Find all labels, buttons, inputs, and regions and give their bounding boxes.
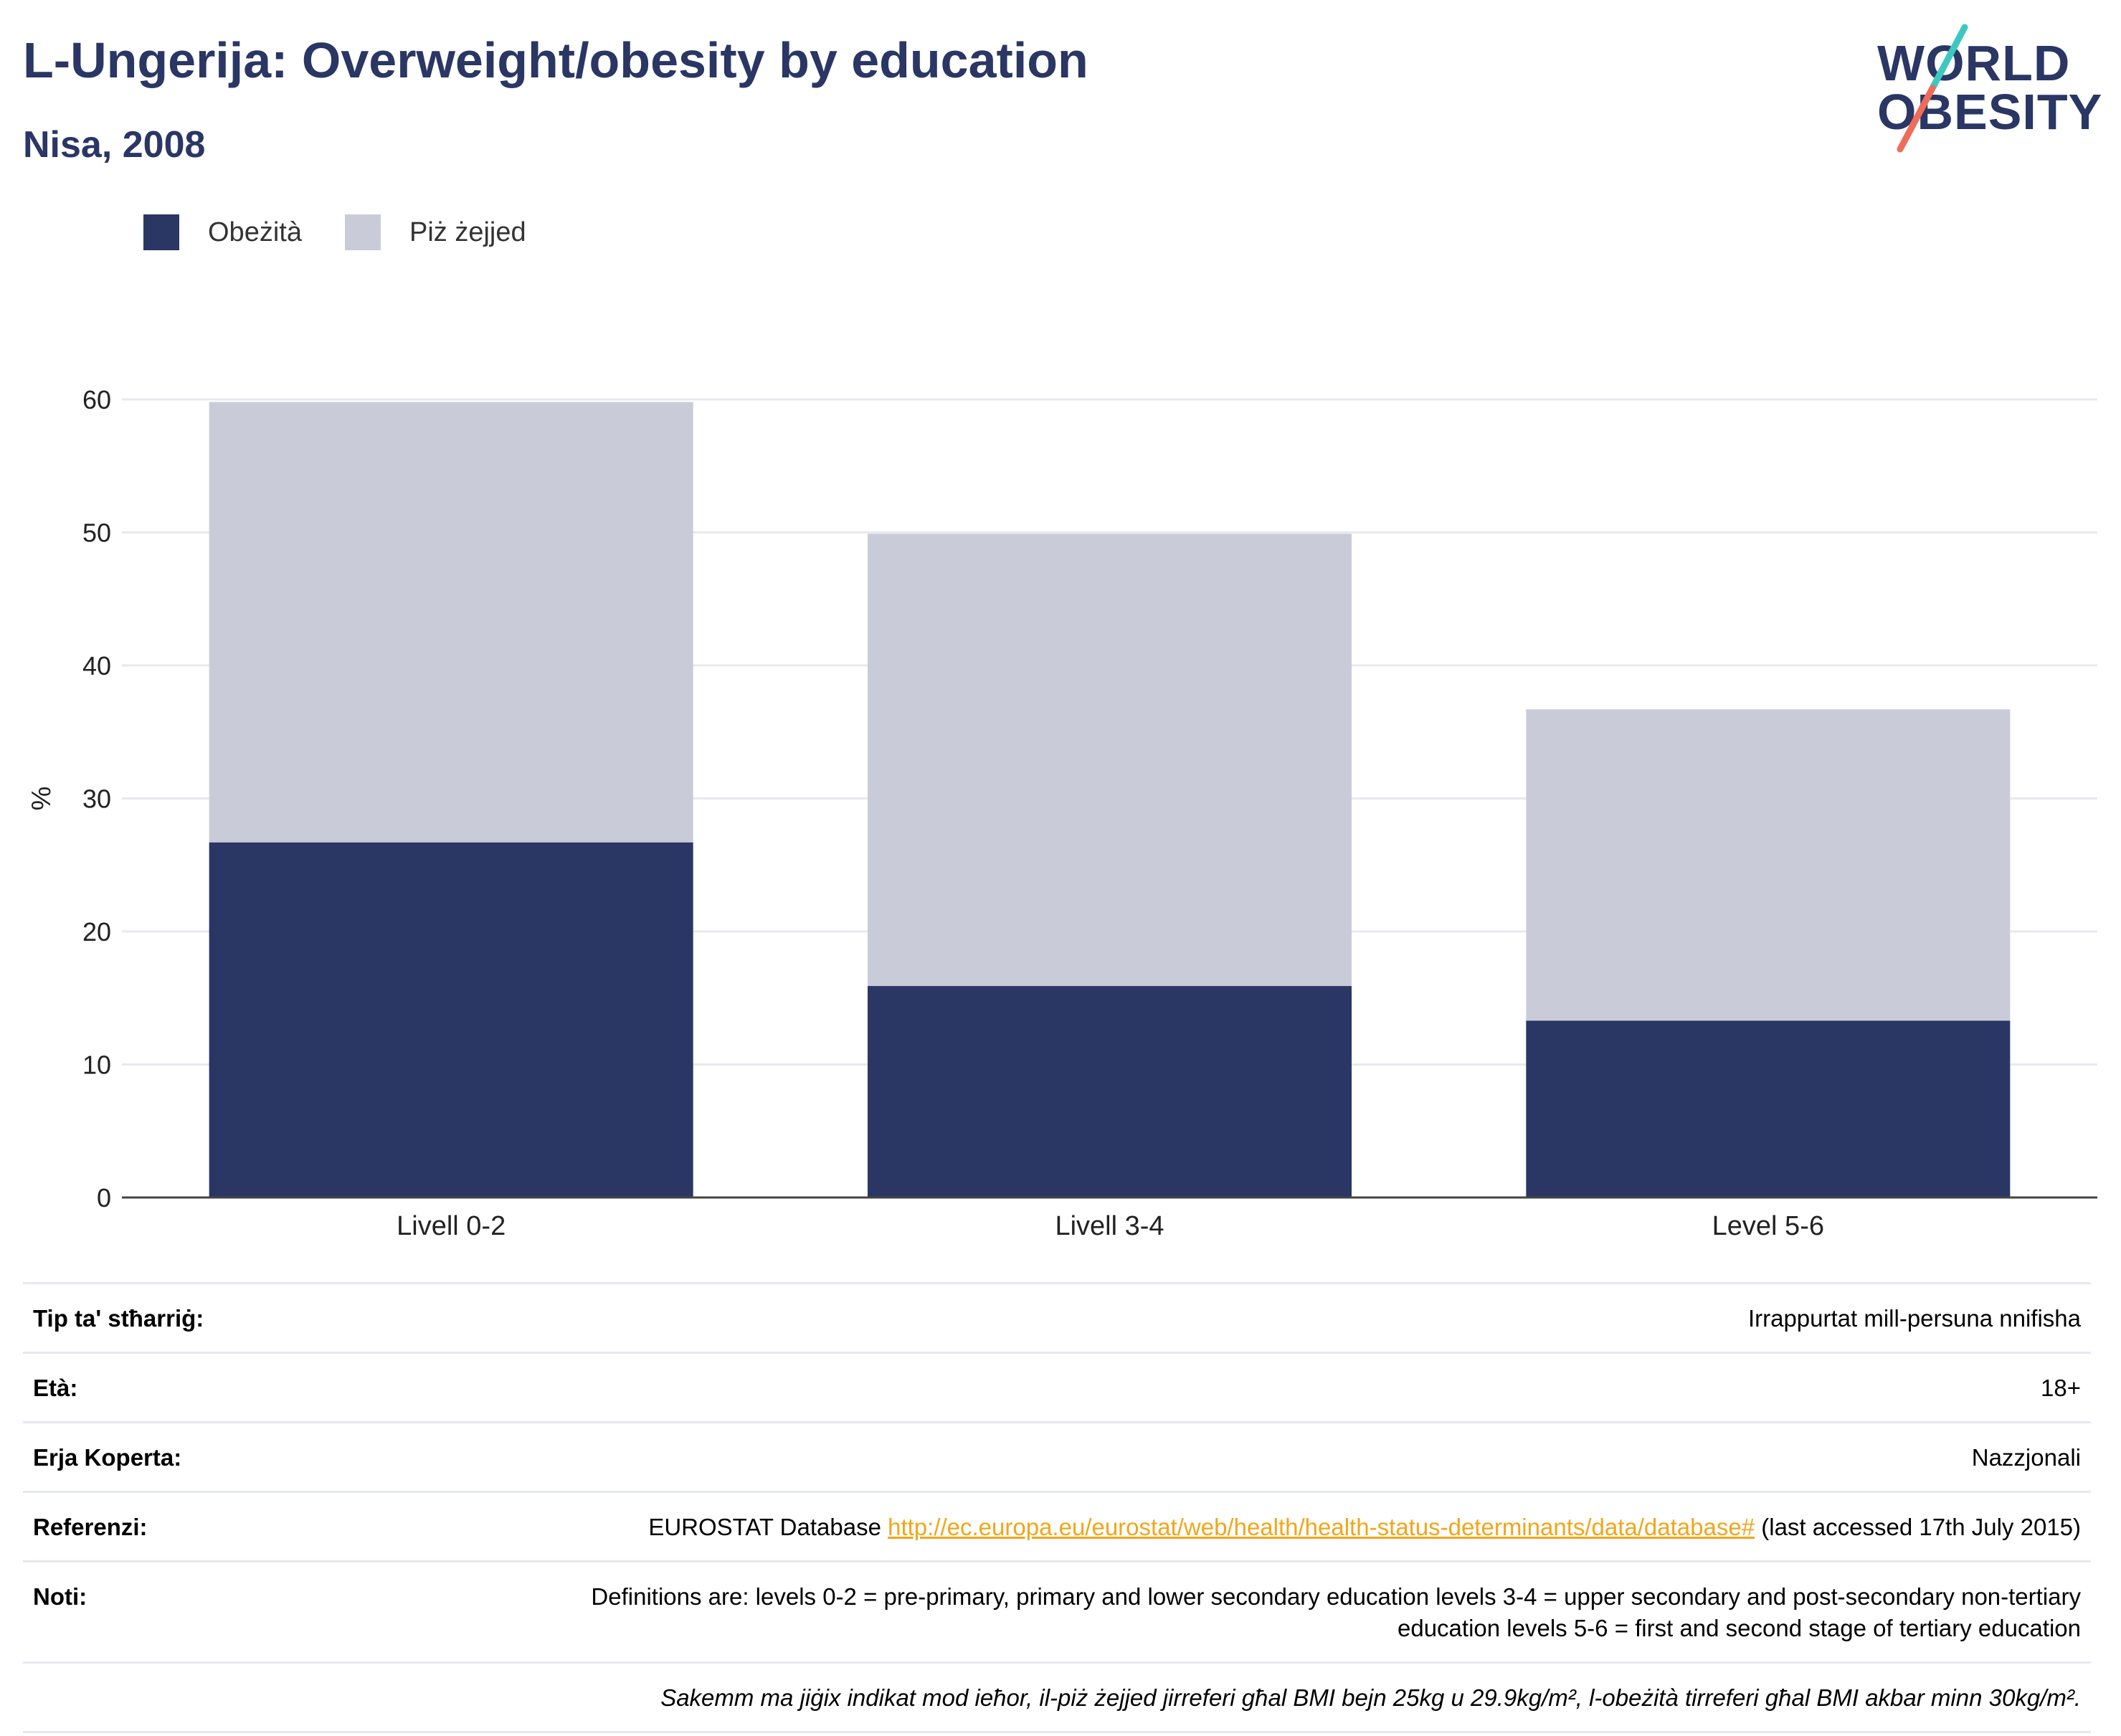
info-label: Erja Koperta: (33, 1444, 182, 1471)
x-tick-label: Livell 3-4 (1055, 1211, 1164, 1241)
info-value: 18+ (2041, 1375, 2081, 1401)
y-tick-label: 10 (82, 1050, 111, 1080)
y-tick-label: 20 (82, 917, 111, 947)
info-value: Sakemm ma jiġix indikat mod ieħor, il-pi… (660, 1684, 2081, 1711)
page-title: L-Ungerija: Overweight/obesity by educat… (23, 32, 1088, 88)
info-label: Referenzi: (33, 1514, 148, 1540)
legend-swatch-obesity (143, 214, 179, 250)
x-tick-label: Level 5-6 (1712, 1211, 1824, 1241)
info-row-notes: Noti: Definitions are: levels 0-2 = pre-… (23, 1560, 2091, 1661)
info-row-bmi-note: Sakemm ma jiġix indikat mod ieħor, il-pi… (23, 1661, 2091, 1733)
world-obesity-logo: WORLD OBESITY (1864, 20, 2108, 156)
reference-prefix: EUROSTAT Database (648, 1514, 888, 1540)
y-tick-label: 0 (97, 1183, 111, 1213)
y-tick-label: 60 (82, 385, 111, 414)
info-label: Noti: (33, 1583, 87, 1610)
bar-overweight (209, 402, 693, 843)
bar-obesity (1526, 1020, 2011, 1197)
x-tick-label: Livell 0-2 (397, 1211, 506, 1241)
info-row-age: Età: 18+ (23, 1352, 2091, 1421)
y-axis-label: % (27, 787, 57, 811)
logo-line1: WORLD (1877, 35, 2071, 91)
bar-overweight (868, 533, 1352, 987)
legend-label-obesity: Obeżità (208, 217, 302, 247)
y-tick-label: 50 (82, 518, 111, 548)
legend-item-overweight[interactable]: Piż żejjed (344, 214, 526, 250)
info-row-survey-type: Tip ta' stħarriġ: Irrappurtat mill-persu… (23, 1282, 2091, 1352)
bar-overweight (1526, 709, 2011, 1021)
info-label: Tip ta' stħarriġ: (33, 1305, 204, 1332)
info-value: EUROSTAT Database http://ec.europa.eu/eu… (648, 1512, 2081, 1543)
info-value: Definitions are: levels 0-2 = pre-primar… (591, 1583, 2081, 1641)
info-value: Irrappurtat mill-persuna nnifisha (1747, 1305, 2081, 1332)
page-subtitle: Nisa, 2008 (23, 124, 206, 166)
reference-link[interactable]: http://ec.europa.eu/eurostat/web/health/… (888, 1514, 1755, 1540)
info-value: Nazzjonali (1971, 1444, 2081, 1471)
chart-legend: Obeżità Piż żejjed (143, 212, 569, 252)
info-row-references: Referenzi: EUROSTAT Database http://ec.e… (23, 1491, 2091, 1560)
legend-label-overweight: Piż żejjed (409, 217, 526, 247)
logo-line2: OBESITY (1877, 84, 2103, 140)
bar-obesity (209, 842, 693, 1197)
logo-slash-icon (1897, 24, 1968, 153)
y-tick-label: 40 (82, 651, 111, 680)
y-tick-label: 30 (82, 784, 111, 814)
legend-swatch-overweight (344, 214, 381, 250)
reference-suffix: (last accessed 17th July 2015) (1755, 1514, 2081, 1540)
info-label: Età: (33, 1375, 78, 1401)
bar-chart: 0 10 20 30 40 50 60% Livell 0-2 Livell 3-4 Level … (27, 385, 2097, 1241)
info-table: Tip ta' stħarriġ: Irrappurtat mill-persu… (23, 1282, 2091, 1733)
info-row-area: Erja Koperta: Nazzjonali (23, 1421, 2091, 1491)
legend-item-obesity[interactable]: Obeżità (143, 214, 302, 250)
bar-obesity (868, 986, 1352, 1197)
